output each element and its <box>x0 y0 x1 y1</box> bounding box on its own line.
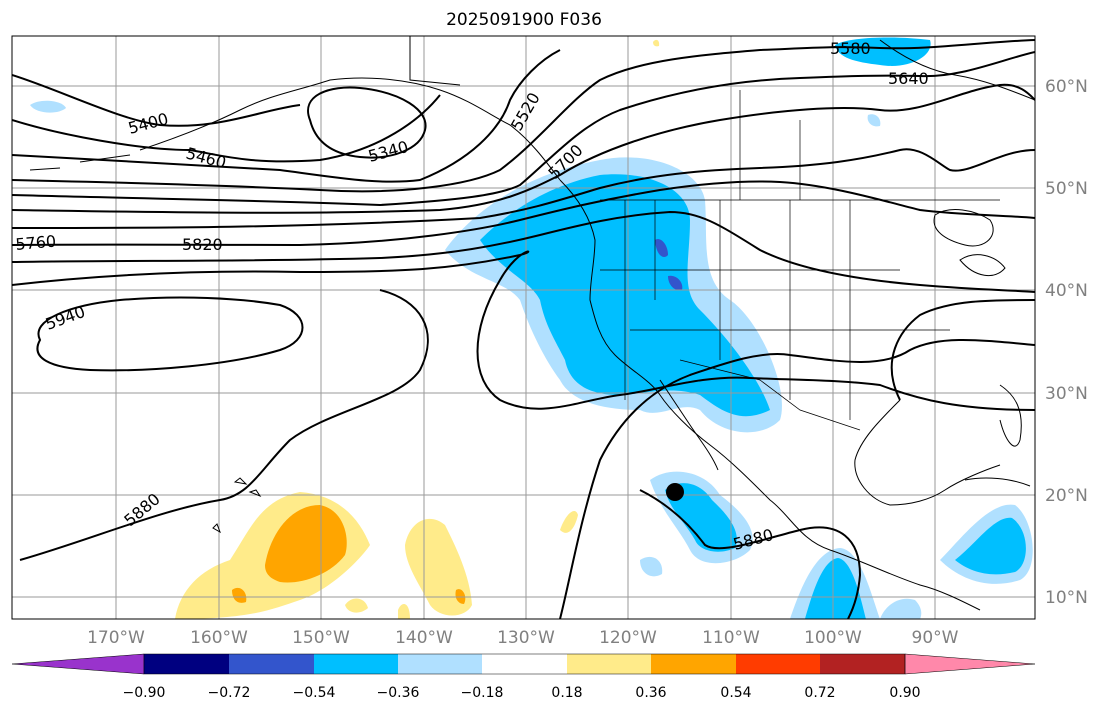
negative-anomaly-spot <box>640 556 663 577</box>
map-frame <box>11 35 1036 620</box>
negative-anomaly-area-central-america-core <box>805 558 866 619</box>
contour-line <box>12 94 441 163</box>
contour-line <box>19 289 429 561</box>
longitude-labels: 170°W 160°W 150°W 140°W 130°W 120°W 110°… <box>87 628 959 648</box>
graticule <box>12 36 1035 619</box>
coastlines <box>29 36 1035 611</box>
positive-anomaly-spot <box>560 510 578 533</box>
negative-anomaly-area-gulf <box>880 598 922 619</box>
colorbar-segment <box>229 654 314 674</box>
lon-label: 150°W <box>292 628 350 648</box>
lon-label: 110°W <box>702 628 760 648</box>
positive-anomaly-spot <box>345 598 368 613</box>
contour-label: 5580 <box>830 39 871 58</box>
lat-label: 30°N <box>1045 384 1088 404</box>
contour-line <box>12 210 1035 293</box>
contour-line <box>12 250 1035 411</box>
lon-label: 90°W <box>912 628 959 648</box>
lat-label: 20°N <box>1045 486 1088 506</box>
contour-line <box>307 86 427 159</box>
contour-line <box>12 74 301 127</box>
map-panel <box>12 36 1035 619</box>
lon-label: 160°W <box>190 628 248 648</box>
contour-line <box>36 296 304 372</box>
contour-line <box>12 83 1035 214</box>
location-marker <box>666 483 684 501</box>
positive-anomaly-spot <box>398 603 410 619</box>
colorbar-label: 0.90 <box>889 685 920 701</box>
contour-label: 5640 <box>888 69 929 88</box>
lon-label: 140°W <box>395 628 453 648</box>
colorbar-label: −0.72 <box>208 685 251 701</box>
contour-label: 5820 <box>182 235 223 254</box>
contour-line <box>890 299 1035 401</box>
negative-anomaly-spot <box>668 275 683 291</box>
colorbar-segment <box>567 654 651 674</box>
colorbar-segment <box>820 654 905 674</box>
colorbar-segment <box>482 654 567 674</box>
colorbar-segment <box>144 654 229 674</box>
negative-anomaly-spot <box>30 100 66 113</box>
height-contours <box>12 39 1035 619</box>
contour-line <box>559 339 1035 619</box>
colorbar-extend-min <box>11 653 145 675</box>
negative-anomaly-area-mexico-core <box>665 483 737 552</box>
colorbar-label: 0.36 <box>635 685 666 701</box>
contour-line <box>12 49 561 183</box>
colorbar-segment <box>651 654 736 674</box>
lon-label: 130°W <box>497 628 555 648</box>
latitude-labels: 60°N 50°N 40°N 30°N 20°N 10°N <box>1045 77 1088 608</box>
colorbar-label: −0.54 <box>293 685 336 701</box>
lat-label: 60°N <box>1045 77 1088 97</box>
positive-anomaly-area <box>405 518 472 616</box>
colorbar-label: 0.18 <box>551 685 582 701</box>
negative-anomaly-spot <box>655 238 668 258</box>
lat-label: 50°N <box>1045 179 1088 199</box>
contour-line <box>12 51 1035 207</box>
colorbar-extend-max <box>904 653 1036 675</box>
positive-anomaly-spot <box>232 587 247 603</box>
negative-anomaly-area-caribbean-core <box>955 517 1026 575</box>
colorbar-segment <box>398 654 482 674</box>
colorbar-outline <box>143 653 906 675</box>
positive-anomaly-spot <box>653 39 660 47</box>
lon-label: 120°W <box>599 628 657 648</box>
colorbar-label: −0.36 <box>377 685 420 701</box>
contour-line <box>639 489 862 619</box>
lat-label: 40°N <box>1045 281 1088 301</box>
negative-anomaly-area-canada <box>835 37 931 66</box>
colorbar-label: 0.54 <box>720 685 751 701</box>
map-title: 2025091900 F036 <box>446 10 602 30</box>
lon-label: 170°W <box>87 628 145 648</box>
colorbar-label: −0.90 <box>123 685 166 701</box>
political-borders <box>600 90 1000 431</box>
colorbar-segment <box>314 654 398 674</box>
colorbar-label: −0.18 <box>461 685 504 701</box>
contour-line <box>12 148 1035 229</box>
lon-label: 100°W <box>804 628 862 648</box>
negative-anomaly-spot <box>867 114 881 127</box>
contour-line <box>12 39 1035 193</box>
lat-label: 10°N <box>1045 588 1088 608</box>
colorbar: −0.90 −0.72 −0.54 −0.36 −0.18 0.18 0.36 … <box>11 653 1036 701</box>
colorbar-segment <box>736 654 820 674</box>
positive-anomaly-core <box>265 505 347 583</box>
colorbar-label: 0.72 <box>804 685 835 701</box>
contour-label: 5760 <box>15 232 57 254</box>
contour-line <box>12 180 1035 247</box>
